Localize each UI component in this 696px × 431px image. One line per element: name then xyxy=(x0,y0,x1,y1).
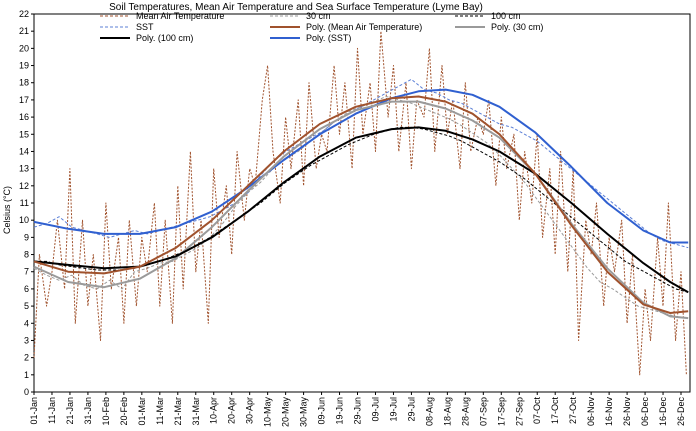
y-tick-label: 21 xyxy=(19,26,29,36)
plot-area xyxy=(33,13,691,393)
x-tick-label: 09-Jun xyxy=(317,397,327,425)
x-tick-label: 07-Sep xyxy=(478,397,488,426)
x-tick-label: 26-Dec xyxy=(676,397,686,427)
y-tick-label: 4 xyxy=(24,318,29,328)
legend-label-6: Poly. (100 cm) xyxy=(136,33,193,43)
x-tick-label: 29-Jul xyxy=(406,397,416,422)
x-tick-label: 09-Jul xyxy=(370,397,380,422)
x-tick-label: 01-Mar xyxy=(137,397,147,426)
y-tick-label: 19 xyxy=(19,61,29,71)
x-tick-label: 19-Jun xyxy=(335,397,345,425)
x-tick-label: 26-Nov xyxy=(622,397,632,427)
legend-label-0: Mean Air Temperature xyxy=(136,11,224,21)
x-tick-label: 07-Oct xyxy=(532,397,542,425)
y-tick-label: 12 xyxy=(19,181,29,191)
x-tick-label: 21-Jan xyxy=(65,397,75,425)
x-tick-label: 31-Mar xyxy=(191,397,201,426)
x-tick-label: 28-Aug xyxy=(460,397,470,426)
y-tick-label: 13 xyxy=(19,164,29,174)
legend-label-1: 30 cm xyxy=(306,11,331,21)
y-tick-label: 2 xyxy=(24,353,29,363)
x-tick-label: 11-Jan xyxy=(47,397,57,424)
series-line-4 xyxy=(33,95,689,314)
x-tick-label: 29-Jun xyxy=(353,397,363,425)
x-tick-label: 01-Jan xyxy=(29,397,39,425)
y-tick-label: 14 xyxy=(19,146,29,156)
x-tick-label: 19-Jul xyxy=(388,397,398,422)
y-tick-label: 3 xyxy=(24,335,29,345)
series-line-5 xyxy=(33,100,689,320)
series-line-6 xyxy=(33,126,689,294)
x-tick-label: 27-Oct xyxy=(568,397,578,425)
x-tick-label: 08-Aug xyxy=(424,397,434,426)
chart-title: Soil Temperatures, Mean Air Temperature … xyxy=(109,2,483,13)
y-tick-label: 18 xyxy=(19,78,29,88)
x-tick-label: 16-Dec xyxy=(658,397,668,427)
y-tick-label: 8 xyxy=(24,250,29,260)
x-tick-label: 20-Feb xyxy=(119,397,129,426)
series-lines xyxy=(33,30,689,376)
y-tick-label: 17 xyxy=(19,95,29,105)
x-tick-label: 17-Sep xyxy=(496,397,506,426)
x-tick-label: 30-Apr xyxy=(245,397,255,424)
x-tick-label: 18-Aug xyxy=(442,397,452,426)
x-tick-label: 31-Jan xyxy=(83,397,93,425)
y-tick-label: 22 xyxy=(19,9,29,19)
x-tick-label: 11-Mar xyxy=(155,397,165,425)
legend-label-3: SST xyxy=(136,22,154,32)
y-tick-label: 20 xyxy=(19,43,29,53)
x-tick-label: 20-Apr xyxy=(227,397,237,424)
legend-label-4: Poly. (Mean Air Temperature) xyxy=(306,22,422,32)
x-tick-label: 21-Mar xyxy=(173,397,183,426)
plot-frame xyxy=(33,13,691,393)
y-tick-label: 11 xyxy=(20,198,29,208)
x-tick-label: 06-Dec xyxy=(640,397,650,427)
y-tick-label: 9 xyxy=(24,232,29,242)
x-tick-label: 30-May xyxy=(299,397,309,428)
legend-label-5: Poly. (30 cm) xyxy=(491,22,543,32)
y-tick-label: 0 xyxy=(24,387,29,397)
x-tick-label: 27-Sep xyxy=(514,397,524,426)
y-tick-label: 5 xyxy=(24,301,29,311)
x-axis: 01-Jan 11-Jan 21-Jan 31-Jan 10-Feb 20-Feb 01-M… xyxy=(29,392,686,427)
y-tick-label: 16 xyxy=(19,112,29,122)
x-tick-label: 20-May xyxy=(281,397,291,428)
y-tick-label: 10 xyxy=(19,215,29,225)
x-tick-label: 17-Oct xyxy=(550,397,560,425)
y-tick-label: 1 xyxy=(24,370,29,380)
series-line-1 xyxy=(33,96,689,319)
x-tick-label: 10-Apr xyxy=(209,397,219,424)
x-tick-label: 16-Nov xyxy=(604,397,614,427)
y-tick-label: 6 xyxy=(24,284,29,294)
legend-label-2: 100 cm xyxy=(491,11,521,21)
x-tick-label: 06-Nov xyxy=(586,397,596,427)
x-tick-label: 10-May xyxy=(263,397,273,428)
x-tick-label: 10-Feb xyxy=(101,397,111,426)
legend-label-7: Poly. (SST) xyxy=(306,33,351,43)
y-tick-label: 7 xyxy=(24,267,29,277)
y-tick-label: 15 xyxy=(19,129,29,139)
series-line-0 xyxy=(33,30,687,376)
y-axis-label: Celsius (°C) xyxy=(2,186,12,234)
